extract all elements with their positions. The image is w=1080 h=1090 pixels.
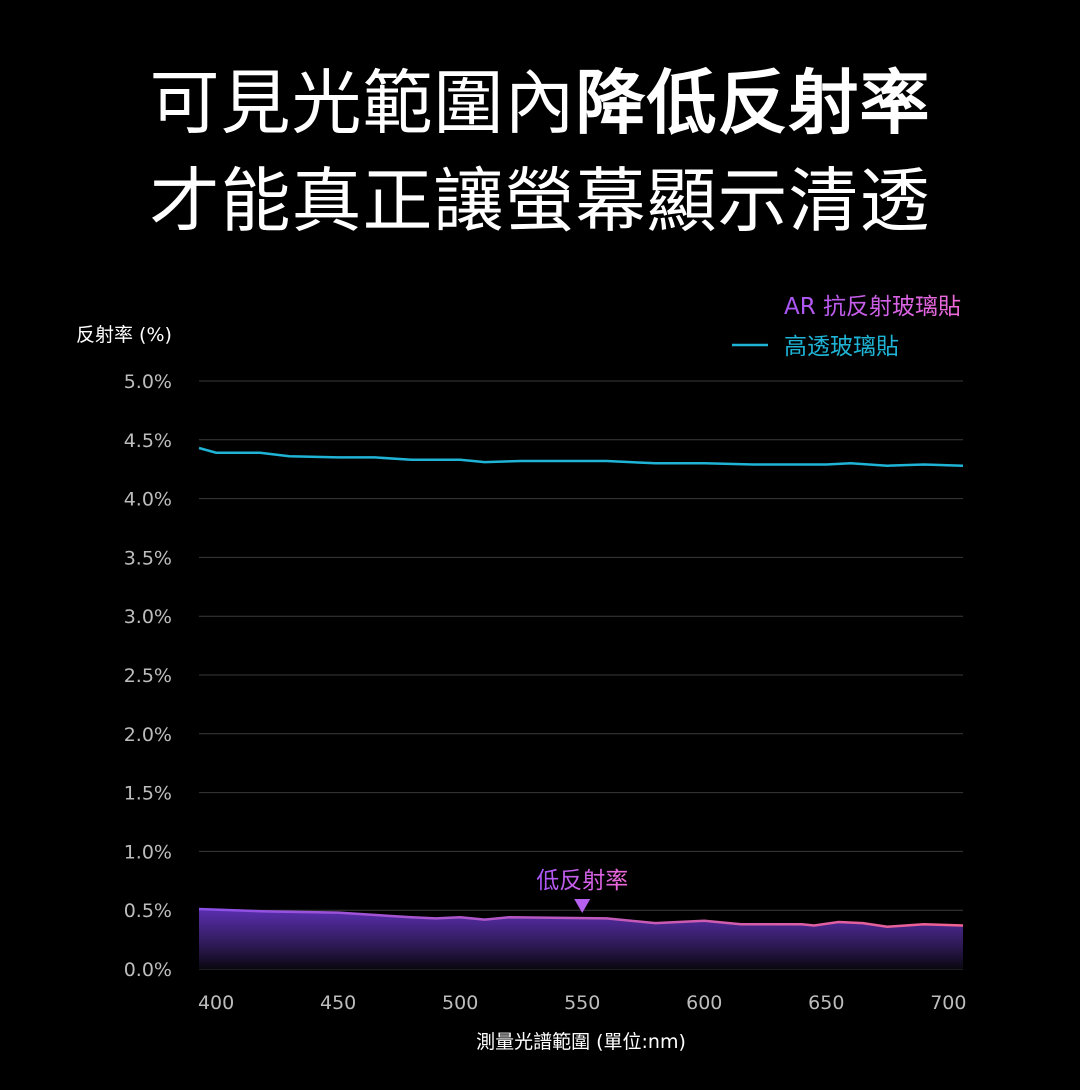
headline-line1: 可見光範圍內降低反射率 xyxy=(0,68,1080,138)
x-tick-label: 550 xyxy=(564,992,600,1014)
y-tick-label: 1.5% xyxy=(124,783,172,805)
headline-line2: 才能真正讓螢幕顯示清透 xyxy=(149,160,931,242)
y-tick-label: 5.0% xyxy=(124,371,172,393)
y-tick-label: 4.5% xyxy=(124,430,172,452)
y-axis-label: 反射率 (%) xyxy=(76,324,172,346)
y-tick-label: 3.0% xyxy=(124,606,172,628)
x-tick-label: 500 xyxy=(442,992,478,1014)
series-line xyxy=(198,446,964,467)
x-tick-label: 600 xyxy=(686,992,722,1014)
x-axis-label: 測量光譜範圍 (單位:nm) xyxy=(476,1031,686,1053)
y-tick-label: 2.5% xyxy=(124,665,172,687)
y-tick-label: 0.0% xyxy=(124,959,172,981)
headline-bold: 降低反射率 xyxy=(575,62,931,144)
legend-label: AR 抗反射玻璃貼 xyxy=(784,294,961,320)
y-tick-label: 0.5% xyxy=(124,900,172,922)
y-tick-label: 2.0% xyxy=(124,724,172,746)
x-tick-label: 400 xyxy=(198,992,234,1014)
y-tick-label: 1.0% xyxy=(124,841,172,863)
annotation-label: 低反射率 xyxy=(536,868,628,894)
x-tick-label: 650 xyxy=(808,992,844,1014)
y-tick-label: 3.5% xyxy=(124,547,172,569)
series-area xyxy=(199,909,963,969)
y-tick-label: 4.0% xyxy=(124,489,172,511)
headline-regular: 可見光範圍內 xyxy=(149,62,576,144)
legend-label: 高透玻璃貼 xyxy=(784,334,899,360)
x-tick-label: 450 xyxy=(320,992,356,1014)
series-line xyxy=(198,907,964,928)
x-tick-label: 700 xyxy=(930,992,966,1014)
down-triangle-icon xyxy=(574,899,591,913)
